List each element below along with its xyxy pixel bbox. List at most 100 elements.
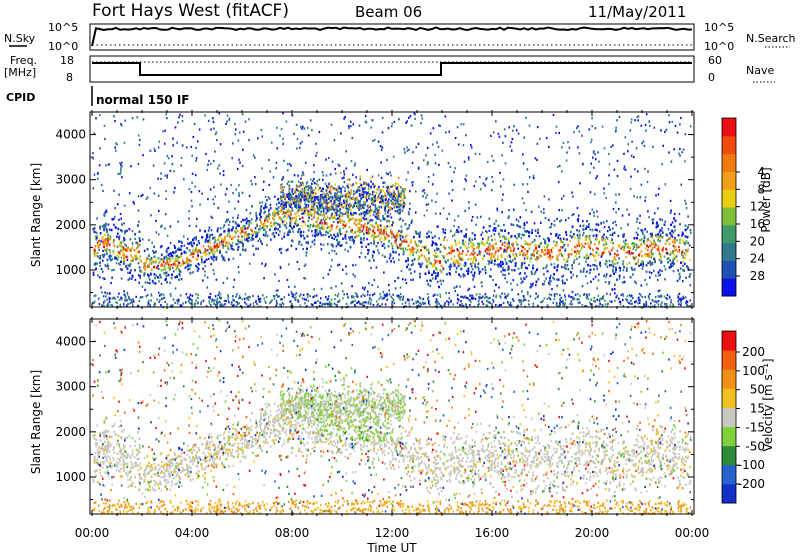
power-point [241,241,243,244]
power-point [529,257,531,260]
nave-tick-bottom: 0 [708,71,715,84]
power-point [671,235,674,238]
power-point [297,193,300,196]
power-point [115,262,118,265]
power-point [408,244,410,247]
power-point [198,263,201,266]
power-point [378,234,380,238]
power-point [398,246,401,249]
power-point [544,252,547,255]
power-point [250,222,253,225]
power-point [443,255,445,258]
power-point [269,203,272,206]
power-point [581,244,584,247]
power-point [344,236,346,239]
power-point [550,225,552,228]
power-data-points [92,112,692,309]
power-point [320,220,322,223]
power-point [453,233,456,236]
power-point [365,218,367,221]
power-point [635,282,637,285]
power-point [209,234,212,237]
power-point [608,282,610,285]
power-point [683,269,686,272]
power-point [488,229,491,232]
power-point [276,211,278,214]
power-point [430,279,433,282]
power-point [198,242,201,245]
power-point [537,245,539,248]
power-point [682,264,684,267]
power-point [322,208,325,211]
power-point [605,236,608,239]
power-point [452,235,454,238]
power-point [112,252,115,255]
power-point [678,248,681,252]
power-point [497,255,499,258]
power-point [271,232,274,236]
power-point [648,216,650,219]
power-point [255,233,257,236]
power-point [369,228,372,231]
power-point [600,221,602,224]
power-point [141,285,144,288]
power-point [567,217,570,220]
power-point [653,246,656,249]
power-point [473,247,475,250]
power-point [373,226,376,229]
power-point [335,245,338,248]
power-point [470,271,473,274]
power-point [690,231,692,234]
power-point [222,226,225,229]
power-point [360,212,363,215]
power-point [506,280,508,284]
power-point [517,225,520,228]
power-point [297,214,300,217]
power-point [263,221,266,224]
power-point [191,245,194,248]
power-point [283,220,286,223]
power-point [286,233,289,237]
power-point [512,259,514,262]
power-point [640,284,643,287]
power-point [531,284,534,287]
power-point [482,237,484,240]
power-point [225,241,227,244]
power-point [682,256,685,259]
power-point [588,223,590,226]
power-point [513,247,516,250]
power-point [578,262,580,265]
power-point [607,230,609,233]
power-point [281,209,283,213]
power-point [325,233,327,236]
power-point [502,235,504,238]
power-point [194,250,197,253]
power-point [378,224,380,227]
power-point [539,243,542,246]
power-point [506,242,508,245]
power-point [176,264,179,268]
power-point [175,268,177,271]
power-point [283,232,286,235]
freq-line [92,62,692,76]
power-point [255,235,257,238]
power-point [465,228,468,231]
power-point [495,227,497,230]
power-point [356,223,359,226]
power-point [354,236,356,239]
power-point [655,235,658,238]
power-point [528,264,530,267]
power-point [178,248,180,251]
power-point [461,258,464,261]
power-point [621,214,624,217]
power-point [176,248,179,251]
power-point [629,247,631,250]
power-point [232,216,234,219]
power-point [550,248,552,252]
power-point [647,210,649,213]
power-point [169,281,171,284]
power-point [434,259,436,262]
power-point [617,253,619,256]
power-point [612,265,615,268]
power-point [669,251,672,254]
